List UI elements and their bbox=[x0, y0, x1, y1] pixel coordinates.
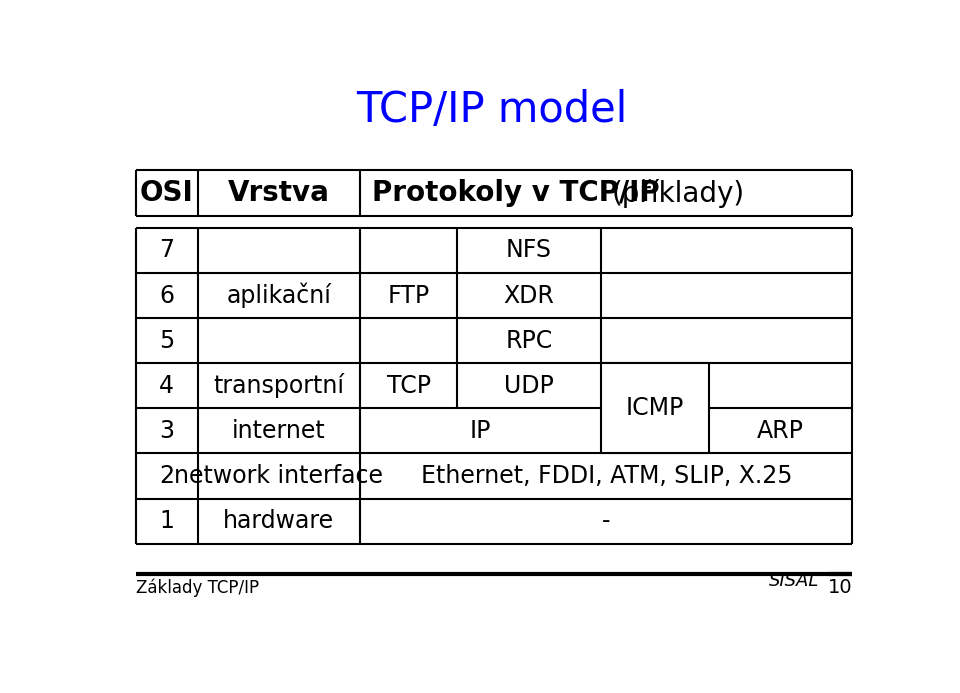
Text: NFS: NFS bbox=[506, 238, 552, 263]
Text: 6: 6 bbox=[159, 283, 174, 308]
Text: internet: internet bbox=[232, 419, 325, 443]
Text: OSI: OSI bbox=[139, 179, 193, 207]
Bar bbox=[601, 363, 709, 453]
Text: RPC: RPC bbox=[505, 328, 552, 353]
Text: transportní: transportní bbox=[213, 374, 345, 398]
Text: Vrstva: Vrstva bbox=[228, 179, 330, 207]
Text: 4: 4 bbox=[159, 374, 174, 398]
Text: Protokoly v TCP/IP: Protokoly v TCP/IP bbox=[372, 179, 669, 207]
Text: (příklady): (příklady) bbox=[612, 179, 745, 208]
Text: ICMP: ICMP bbox=[626, 396, 684, 421]
Text: 5: 5 bbox=[158, 328, 174, 353]
Text: IP: IP bbox=[469, 419, 492, 443]
Text: TCP/IP model: TCP/IP model bbox=[356, 89, 628, 131]
Text: SISAL: SISAL bbox=[769, 572, 820, 590]
Text: 3: 3 bbox=[159, 419, 174, 443]
Text: Základy TCP/IP: Základy TCP/IP bbox=[135, 578, 258, 597]
Text: 7: 7 bbox=[159, 238, 174, 263]
Text: aplikační: aplikační bbox=[227, 283, 331, 308]
Text: -: - bbox=[602, 509, 611, 533]
Text: ARP: ARP bbox=[757, 419, 804, 443]
Text: XDR: XDR bbox=[503, 283, 554, 308]
Text: UDP: UDP bbox=[504, 374, 554, 398]
Text: hardware: hardware bbox=[224, 509, 334, 533]
Text: network interface: network interface bbox=[175, 464, 383, 488]
Text: 2: 2 bbox=[159, 464, 174, 488]
Text: 10: 10 bbox=[828, 578, 852, 597]
Text: FTP: FTP bbox=[388, 283, 430, 308]
Text: TCP: TCP bbox=[387, 374, 431, 398]
Text: 1: 1 bbox=[159, 509, 174, 533]
Text: Ethernet, FDDI, ATM, SLIP, X.25: Ethernet, FDDI, ATM, SLIP, X.25 bbox=[420, 464, 792, 488]
